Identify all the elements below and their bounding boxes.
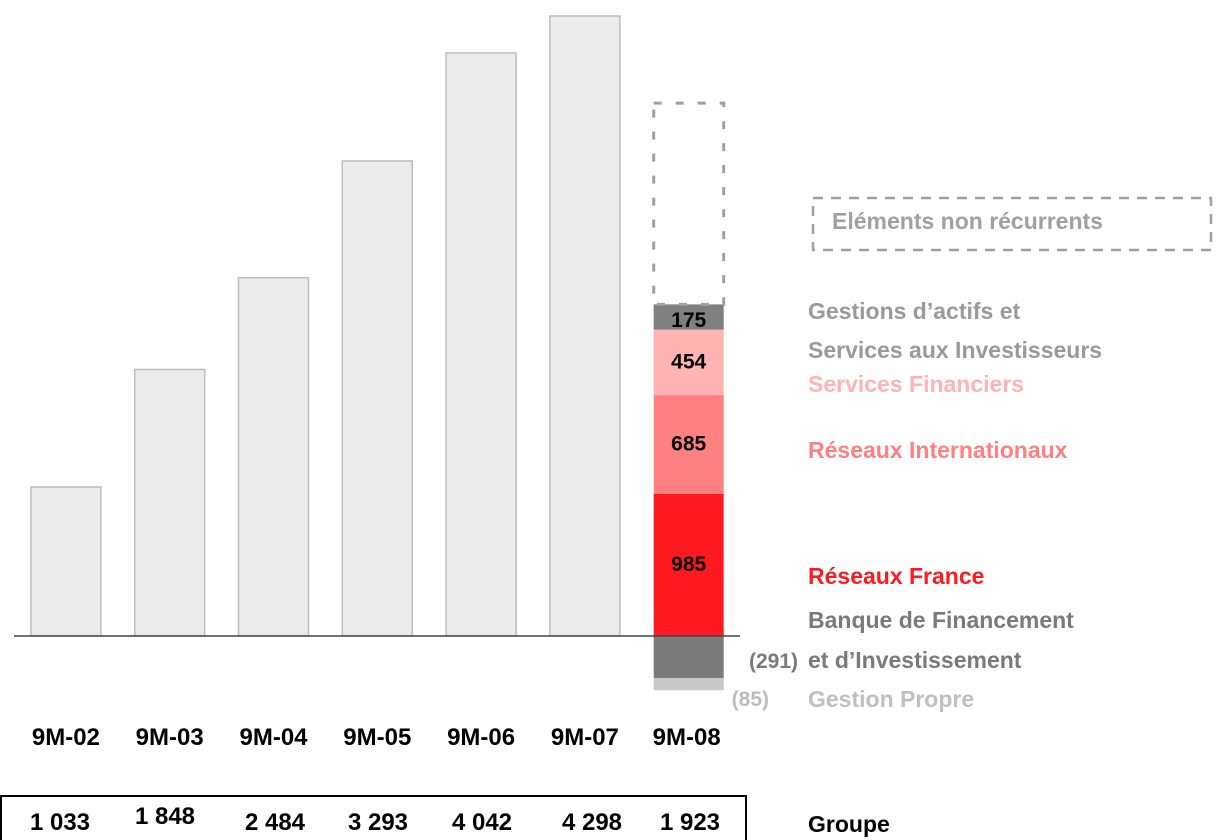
bar-segment bbox=[653, 395, 724, 494]
legend-box bbox=[811, 196, 1213, 252]
bar bbox=[549, 15, 621, 637]
segment-label: 175 bbox=[671, 309, 706, 332]
bar-segment bbox=[653, 493, 724, 636]
bar bbox=[30, 486, 102, 637]
bar-segment bbox=[653, 677, 724, 691]
bar bbox=[237, 276, 310, 637]
bar bbox=[341, 160, 414, 637]
legend-label: Réseaux France bbox=[808, 563, 984, 589]
legend-label: Réseaux Internationaux bbox=[808, 437, 1068, 463]
x-tick-label: 9M-04 bbox=[239, 724, 308, 751]
totals-box bbox=[0, 795, 747, 840]
total-label: 3 293 bbox=[348, 809, 408, 836]
total-label: 4 298 bbox=[562, 809, 622, 836]
bar-segment bbox=[652, 101, 726, 306]
legend-label: Eléments non récurrents bbox=[832, 208, 1103, 234]
total-label: 1 033 bbox=[30, 809, 90, 836]
bar-segment bbox=[653, 329, 724, 396]
legend-label: Gestions d’actifs et Services aux Investi… bbox=[808, 298, 1102, 363]
legend-label: Gestion Propre bbox=[808, 686, 974, 712]
x-tick-label: 9M-03 bbox=[136, 724, 204, 751]
segment-label: (85) bbox=[732, 688, 769, 711]
total-label: 4 042 bbox=[452, 809, 512, 836]
x-tick-label: 9M-08 bbox=[653, 724, 721, 751]
segment-label: (291) bbox=[749, 650, 798, 673]
bar bbox=[133, 368, 206, 637]
bar bbox=[445, 52, 517, 637]
x-tick-label: 9M-02 bbox=[32, 724, 100, 751]
total-label: 1 848 bbox=[135, 803, 195, 830]
legend-label: Banque de Financement et d’Investissement bbox=[808, 607, 1074, 673]
bar-segment bbox=[653, 636, 724, 678]
bar-segment bbox=[653, 304, 724, 330]
segment-label: 454 bbox=[671, 350, 706, 373]
legend-label: Groupe bbox=[808, 811, 890, 837]
segment-label: 685 bbox=[671, 432, 706, 455]
x-tick-label: 9M-05 bbox=[343, 724, 411, 751]
legend-label: Services Financiers bbox=[808, 371, 1024, 397]
x-tick-label: 9M-06 bbox=[447, 724, 515, 751]
total-label: 1 923 bbox=[660, 809, 720, 836]
x-tick-label: 9M-07 bbox=[551, 724, 619, 751]
segment-label: 985 bbox=[671, 553, 706, 576]
total-label: 2 484 bbox=[245, 809, 306, 836]
